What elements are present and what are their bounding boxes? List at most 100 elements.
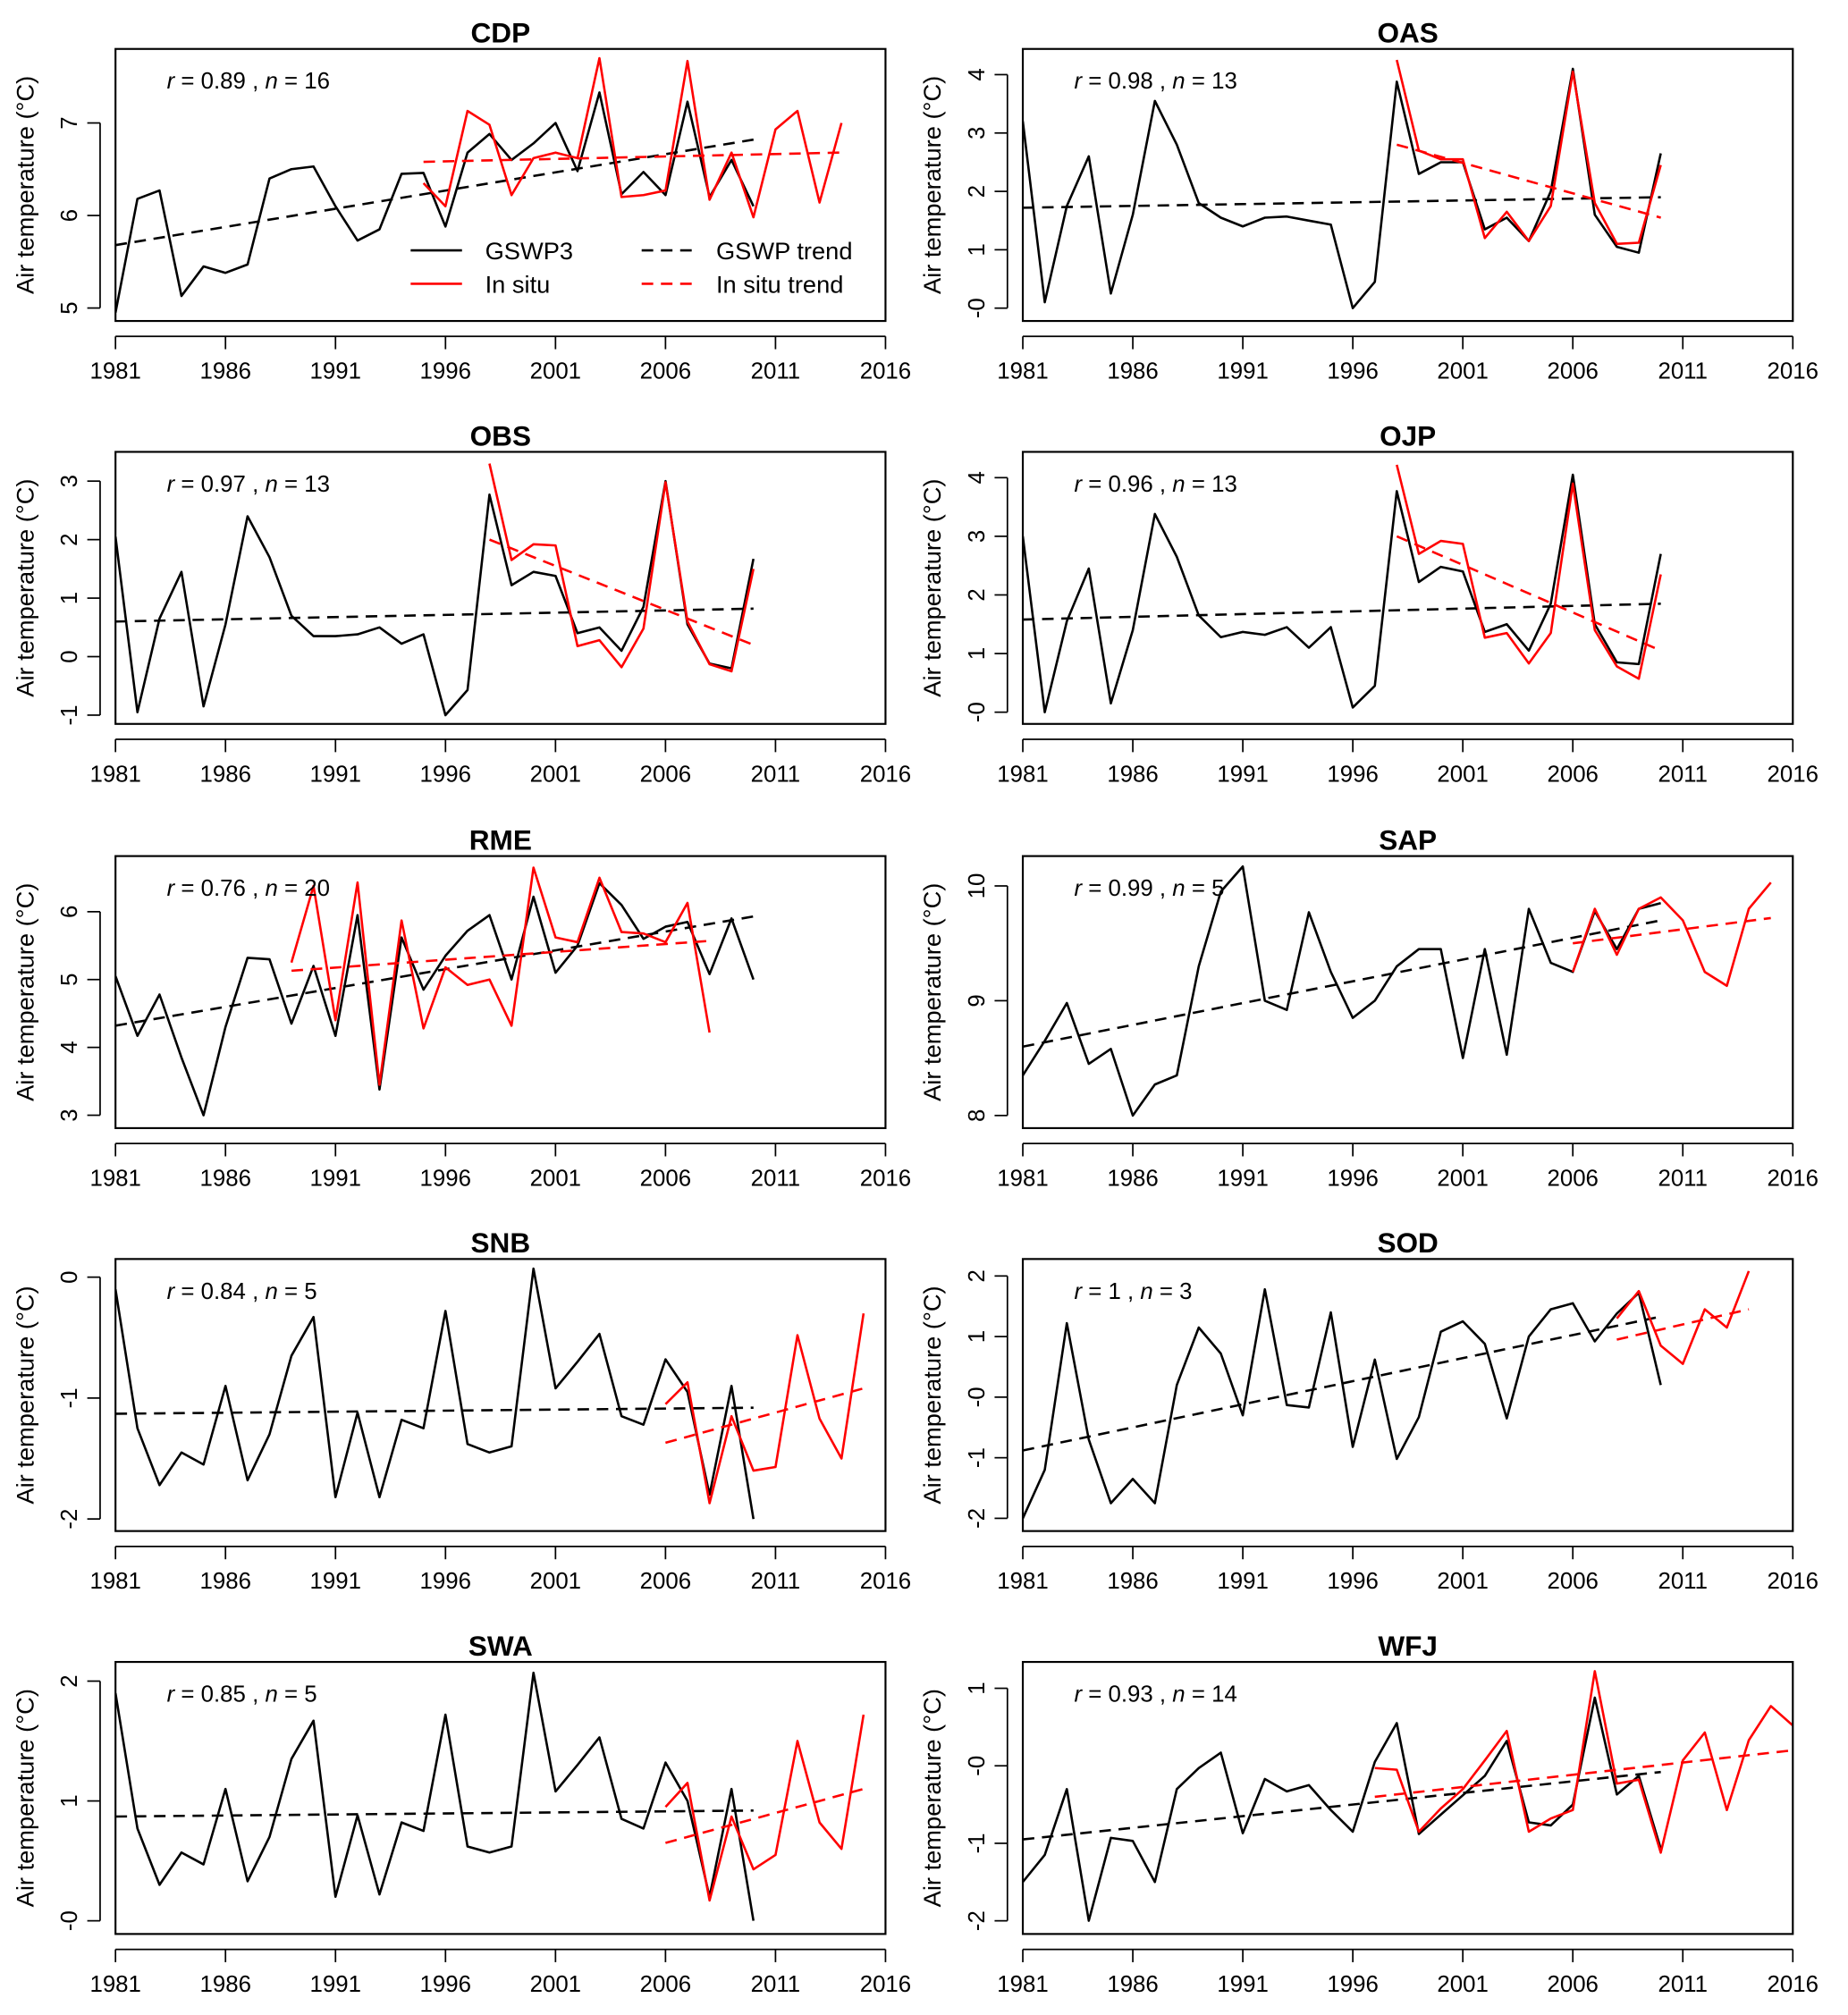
- x-tick-label: 2011: [1658, 1569, 1708, 1594]
- plot-area: [115, 866, 755, 1117]
- x-tick-label: 1991: [1217, 359, 1268, 384]
- x-tick-label: 1981: [89, 1569, 140, 1594]
- annotation-part: r: [1074, 876, 1083, 901]
- correlation-annotation: r = 0.85 , n = 5: [167, 1682, 317, 1707]
- y-axis-label: Air temperature (°C): [11, 883, 38, 1101]
- correlation-annotation: r = 0.99 , n = 5: [1074, 876, 1224, 901]
- y-tick-label: 2: [57, 1674, 82, 1687]
- plot-frame: [114, 855, 887, 1130]
- plot-frame: [114, 1258, 887, 1532]
- correlation-annotation: r = 0.89 , n = 16: [167, 69, 330, 94]
- gswp3-series-line: [115, 1267, 755, 1520]
- annotation-part: = 5: [278, 1279, 317, 1304]
- panel-ojp: OJP Air temperature (°C) 1981 1986 1991 1996 2…: [918, 419, 1818, 787]
- correlation-annotation: r = 0.93 , n = 14: [1074, 1682, 1236, 1707]
- y-tick-label: -0: [965, 702, 990, 722]
- x-tick-label: 2011: [751, 762, 801, 787]
- annotation-part: n: [1172, 472, 1185, 497]
- annotation-part: = 0.84 ,: [174, 1279, 265, 1304]
- x-tick-label: 1996: [420, 1569, 471, 1594]
- annotation-part: = 0.89 ,: [174, 69, 265, 94]
- panel-snb: SNB Air temperature (°C) 1981 1986 1991 1996 2…: [11, 1227, 911, 1594]
- correlation-annotation: r = 0.76 , n = 20: [167, 876, 330, 901]
- insitu-trend-line: [1573, 916, 1771, 945]
- x-tick-label: 1991: [310, 1972, 361, 1997]
- annotation-part: = 1 ,: [1082, 1279, 1140, 1304]
- panel-oas: OAS Air temperature (°C) 1981 1986 1991 1996 2…: [918, 17, 1818, 384]
- x-tick-label: 2016: [860, 762, 911, 787]
- panel-title: SWA: [468, 1630, 533, 1662]
- x-tick-label: 2001: [530, 359, 581, 384]
- x-tick-label: 1986: [199, 1972, 250, 1997]
- x-tick-label: 2011: [751, 359, 801, 384]
- x-tick-label: 1996: [1327, 1972, 1378, 1997]
- plot-frame: [1021, 451, 1794, 725]
- x-tick-label: 1991: [1217, 1167, 1268, 1192]
- x-tick-label: 1981: [89, 1167, 140, 1192]
- y-axis-label: Air temperature (°C): [918, 1689, 946, 1907]
- correlation-annotation: r = 0.97 , n = 13: [167, 472, 330, 497]
- gswp3-series-line: [1023, 864, 1661, 1117]
- annotation-part: n: [1172, 69, 1185, 94]
- gswp3-series-line: [115, 1671, 755, 1921]
- y-tick-label: 0: [57, 1270, 82, 1283]
- y-tick-label: 2: [965, 588, 990, 601]
- legend-label-insitu-trend: In situ trend: [716, 270, 843, 298]
- x-tick-label: 2001: [1437, 1167, 1488, 1192]
- y-axis-label: Air temperature (°C): [11, 1689, 38, 1907]
- annotation-part: = 5: [1186, 876, 1225, 901]
- insitu-series-line: [422, 56, 843, 219]
- x-tick-label: 1991: [310, 359, 361, 384]
- x-tick-label: 2006: [640, 1972, 691, 1997]
- x-tick-label: 2016: [1768, 1972, 1818, 1997]
- legend: GSWP3 GSWP trend In situ In situ trend: [410, 237, 853, 298]
- x-tick-label: 2016: [1768, 1569, 1818, 1594]
- insitu-trend-line: [1616, 1308, 1750, 1341]
- correlation-annotation: r = 0.98 , n = 13: [1074, 69, 1236, 94]
- annotation-part: = 0.93 ,: [1082, 1682, 1172, 1707]
- gswp3-series-line: [115, 479, 755, 717]
- insitu-trend-line: [1374, 1749, 1793, 1799]
- gswp3-series-line: [115, 881, 755, 1117]
- gswp-trend-line: [1023, 1315, 1661, 1452]
- x-tick-label: 2006: [1547, 1167, 1598, 1192]
- y-axis-label: Air temperature (°C): [918, 883, 946, 1101]
- panel-title: SNB: [470, 1227, 530, 1259]
- x-tick-label: 1986: [1107, 359, 1158, 384]
- gswp-trend-line: [115, 138, 755, 247]
- insitu-series-line: [1396, 59, 1662, 246]
- annotation-part: = 16: [278, 69, 330, 94]
- plot-frame: [1021, 47, 1794, 323]
- insitu-trend-line: [1396, 535, 1662, 652]
- insitu-series-line: [290, 866, 711, 1086]
- x-tick-label: 2011: [751, 1167, 801, 1192]
- x-tick-label: 1986: [199, 762, 250, 787]
- annotation-part: = 13: [1186, 69, 1237, 94]
- x-tick-label: 1991: [1217, 1569, 1268, 1594]
- x-tick-label: 1986: [199, 1167, 250, 1192]
- annotation-part: = 0.76 ,: [174, 876, 265, 901]
- gswp3-series-line: [1023, 1696, 1662, 1922]
- x-tick-label: 1981: [89, 762, 140, 787]
- annotation-part: n: [265, 69, 277, 94]
- y-tick-label: 3: [965, 127, 990, 139]
- y-tick-label: 1: [965, 647, 990, 660]
- gswp3-series-line: [1023, 473, 1662, 714]
- y-tick-label: 3: [965, 530, 990, 543]
- panel-swa: SWA Air temperature (°C) 1981 1986 1991 1996 2…: [11, 1630, 911, 1997]
- x-tick-label: 1996: [420, 1972, 471, 1997]
- correlation-annotation: r = 0.96 , n = 13: [1074, 472, 1236, 497]
- insitu-trend-line: [665, 1387, 865, 1445]
- y-tick-label: 1: [57, 1794, 82, 1807]
- x-tick-label: 2001: [530, 1569, 581, 1594]
- gswp3-series-line: [115, 91, 755, 313]
- gswp3-series-line: [1023, 1287, 1662, 1519]
- x-tick-label: 2006: [640, 762, 691, 787]
- x-tick-label: 1991: [310, 1569, 361, 1594]
- annotation-part: = 13: [1186, 472, 1237, 497]
- correlation-annotation: r = 1 , n = 3: [1074, 1279, 1192, 1304]
- y-tick-label: 3: [57, 1109, 82, 1121]
- y-tick-label: -1: [57, 704, 82, 725]
- plot-area: [115, 56, 843, 313]
